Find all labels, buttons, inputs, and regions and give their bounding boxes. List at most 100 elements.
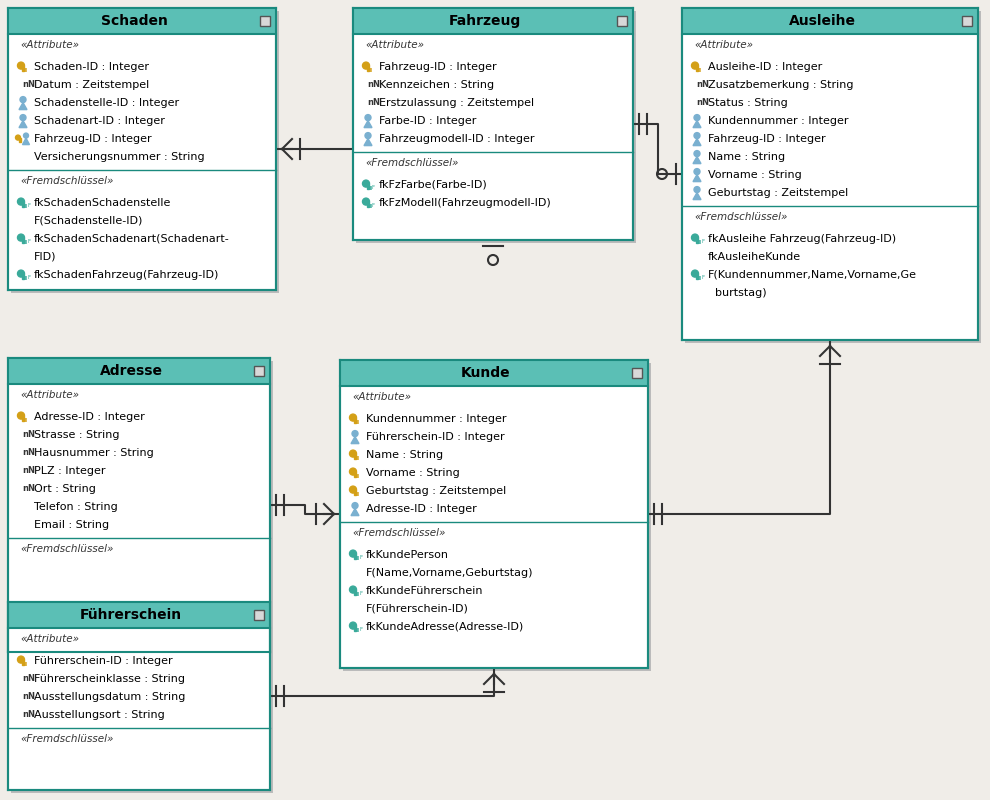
Text: nN: nN xyxy=(22,448,35,457)
Text: Kundennummer : Integer: Kundennummer : Integer xyxy=(708,115,848,126)
Text: nN: nN xyxy=(22,710,35,719)
Text: «Attribute»: «Attribute» xyxy=(352,392,411,402)
Polygon shape xyxy=(693,121,701,127)
Bar xyxy=(22,202,24,206)
Text: «Fremdschlüssel»: «Fremdschlüssel» xyxy=(20,544,114,554)
Text: FID): FID) xyxy=(34,251,56,262)
Text: Kunde: Kunde xyxy=(461,366,511,380)
Text: PLZ : Integer: PLZ : Integer xyxy=(34,466,106,475)
Text: fkAusleiheKunde: fkAusleiheKunde xyxy=(708,251,801,262)
Text: Geburtstag : Zeitstempel: Geburtstag : Zeitstempel xyxy=(366,486,506,495)
Circle shape xyxy=(349,550,356,557)
Text: Schaden-ID : Integer: Schaden-ID : Integer xyxy=(34,62,149,72)
Text: Führerschein-ID : Integer: Führerschein-ID : Integer xyxy=(366,432,505,442)
Bar xyxy=(22,274,24,278)
Text: Fahrzeug: Fahrzeug xyxy=(448,14,521,28)
Bar xyxy=(254,610,264,620)
Text: Adresse-ID : Integer: Adresse-ID : Integer xyxy=(34,411,145,422)
Text: «Fremdschlüssel»: «Fremdschlüssel» xyxy=(352,528,446,538)
Bar xyxy=(354,418,356,422)
Bar xyxy=(260,16,270,26)
Text: «Attribute»: «Attribute» xyxy=(20,40,79,50)
Text: «Fremdschlüssel»: «Fremdschlüssel» xyxy=(365,158,458,168)
Text: nN: nN xyxy=(22,466,35,475)
Polygon shape xyxy=(351,437,359,443)
Circle shape xyxy=(18,62,25,69)
Bar xyxy=(22,238,24,242)
Circle shape xyxy=(24,133,29,138)
Polygon shape xyxy=(351,509,359,516)
Text: Ausleihe: Ausleihe xyxy=(788,14,855,28)
Polygon shape xyxy=(693,157,701,164)
Bar xyxy=(696,66,698,70)
Bar xyxy=(340,360,648,668)
Text: F: F xyxy=(27,202,30,208)
Text: fkAusleihe Fahrzeug(Fahrzeug-ID): fkAusleihe Fahrzeug(Fahrzeug-ID) xyxy=(708,234,896,243)
Text: Fahrzeugmodell-ID : Integer: Fahrzeugmodell-ID : Integer xyxy=(379,134,535,144)
Text: Farbe-ID : Integer: Farbe-ID : Integer xyxy=(379,115,476,126)
Text: Schaden: Schaden xyxy=(101,14,167,28)
Polygon shape xyxy=(19,121,27,127)
Bar xyxy=(354,490,356,494)
Text: «Fremdschlüssel»: «Fremdschlüssel» xyxy=(20,176,114,186)
Text: Schadenstelle-ID : Integer: Schadenstelle-ID : Integer xyxy=(34,98,179,108)
Circle shape xyxy=(352,502,358,509)
Text: F: F xyxy=(372,185,375,190)
Bar xyxy=(11,605,273,793)
Text: Vorname : String: Vorname : String xyxy=(366,467,459,478)
Text: «Attribute»: «Attribute» xyxy=(365,40,424,50)
Circle shape xyxy=(694,186,700,193)
Circle shape xyxy=(691,270,699,277)
Text: Kundennummer : Integer: Kundennummer : Integer xyxy=(366,414,507,424)
Text: Fahrzeug-ID : Integer: Fahrzeug-ID : Integer xyxy=(708,134,826,144)
Text: nN: nN xyxy=(696,80,709,89)
Text: fkKundePerson: fkKundePerson xyxy=(366,550,449,560)
Polygon shape xyxy=(693,193,701,200)
Bar xyxy=(22,416,24,421)
Text: fkSchadenSchadenart(Schadenart-: fkSchadenSchadenart(Schadenart- xyxy=(34,234,230,243)
Text: Geburtstag : Zeitstempel: Geburtstag : Zeitstempel xyxy=(708,188,848,198)
Bar xyxy=(354,590,356,594)
Polygon shape xyxy=(23,138,30,145)
Bar xyxy=(254,366,264,376)
Text: Status : String: Status : String xyxy=(708,98,788,108)
Text: F(Führerschein-ID): F(Führerschein-ID) xyxy=(366,603,469,614)
Text: Datum : Zeitstempel: Datum : Zeitstempel xyxy=(34,80,149,90)
Bar xyxy=(356,11,636,243)
Text: nN: nN xyxy=(22,484,35,493)
Text: nN: nN xyxy=(22,692,35,701)
Circle shape xyxy=(694,114,700,121)
Text: F(Name,Vorname,Geburtstag): F(Name,Vorname,Geburtstag) xyxy=(366,568,534,578)
Text: Erstzulassung : Zeitstempel: Erstzulassung : Zeitstempel xyxy=(379,98,535,108)
Text: nN: nN xyxy=(367,98,380,107)
Bar xyxy=(354,472,356,477)
Text: F: F xyxy=(27,238,30,243)
Text: «Attribute»: «Attribute» xyxy=(20,634,79,644)
Text: F: F xyxy=(359,554,362,560)
Text: Adresse-ID : Integer: Adresse-ID : Integer xyxy=(366,504,477,514)
Text: F: F xyxy=(27,274,30,280)
Text: Hausnummer : String: Hausnummer : String xyxy=(34,448,153,458)
Text: nN: nN xyxy=(22,80,35,89)
Text: F: F xyxy=(701,274,704,280)
Text: Ausstellungsdatum : String: Ausstellungsdatum : String xyxy=(34,691,185,702)
Bar xyxy=(354,554,356,558)
Circle shape xyxy=(694,133,700,138)
Text: Email : String: Email : String xyxy=(34,520,109,530)
Text: burtstag): burtstag) xyxy=(708,288,766,298)
Text: Kennzeichen : String: Kennzeichen : String xyxy=(379,80,494,90)
Bar xyxy=(367,184,369,189)
Circle shape xyxy=(349,468,356,475)
Bar xyxy=(11,361,273,655)
Bar xyxy=(367,66,369,70)
Polygon shape xyxy=(364,138,372,146)
Bar xyxy=(340,360,648,386)
Text: F(Kundennummer,Name,Vorname,Ge: F(Kundennummer,Name,Vorname,Ge xyxy=(708,270,917,280)
Circle shape xyxy=(349,486,356,493)
Text: fkSchadenSchadenstelle: fkSchadenSchadenstelle xyxy=(34,198,171,208)
Text: Ausleihe-ID : Integer: Ausleihe-ID : Integer xyxy=(708,62,823,72)
Bar xyxy=(962,16,972,26)
Text: Name : String: Name : String xyxy=(708,152,785,162)
Bar xyxy=(353,8,633,240)
Circle shape xyxy=(691,62,699,69)
